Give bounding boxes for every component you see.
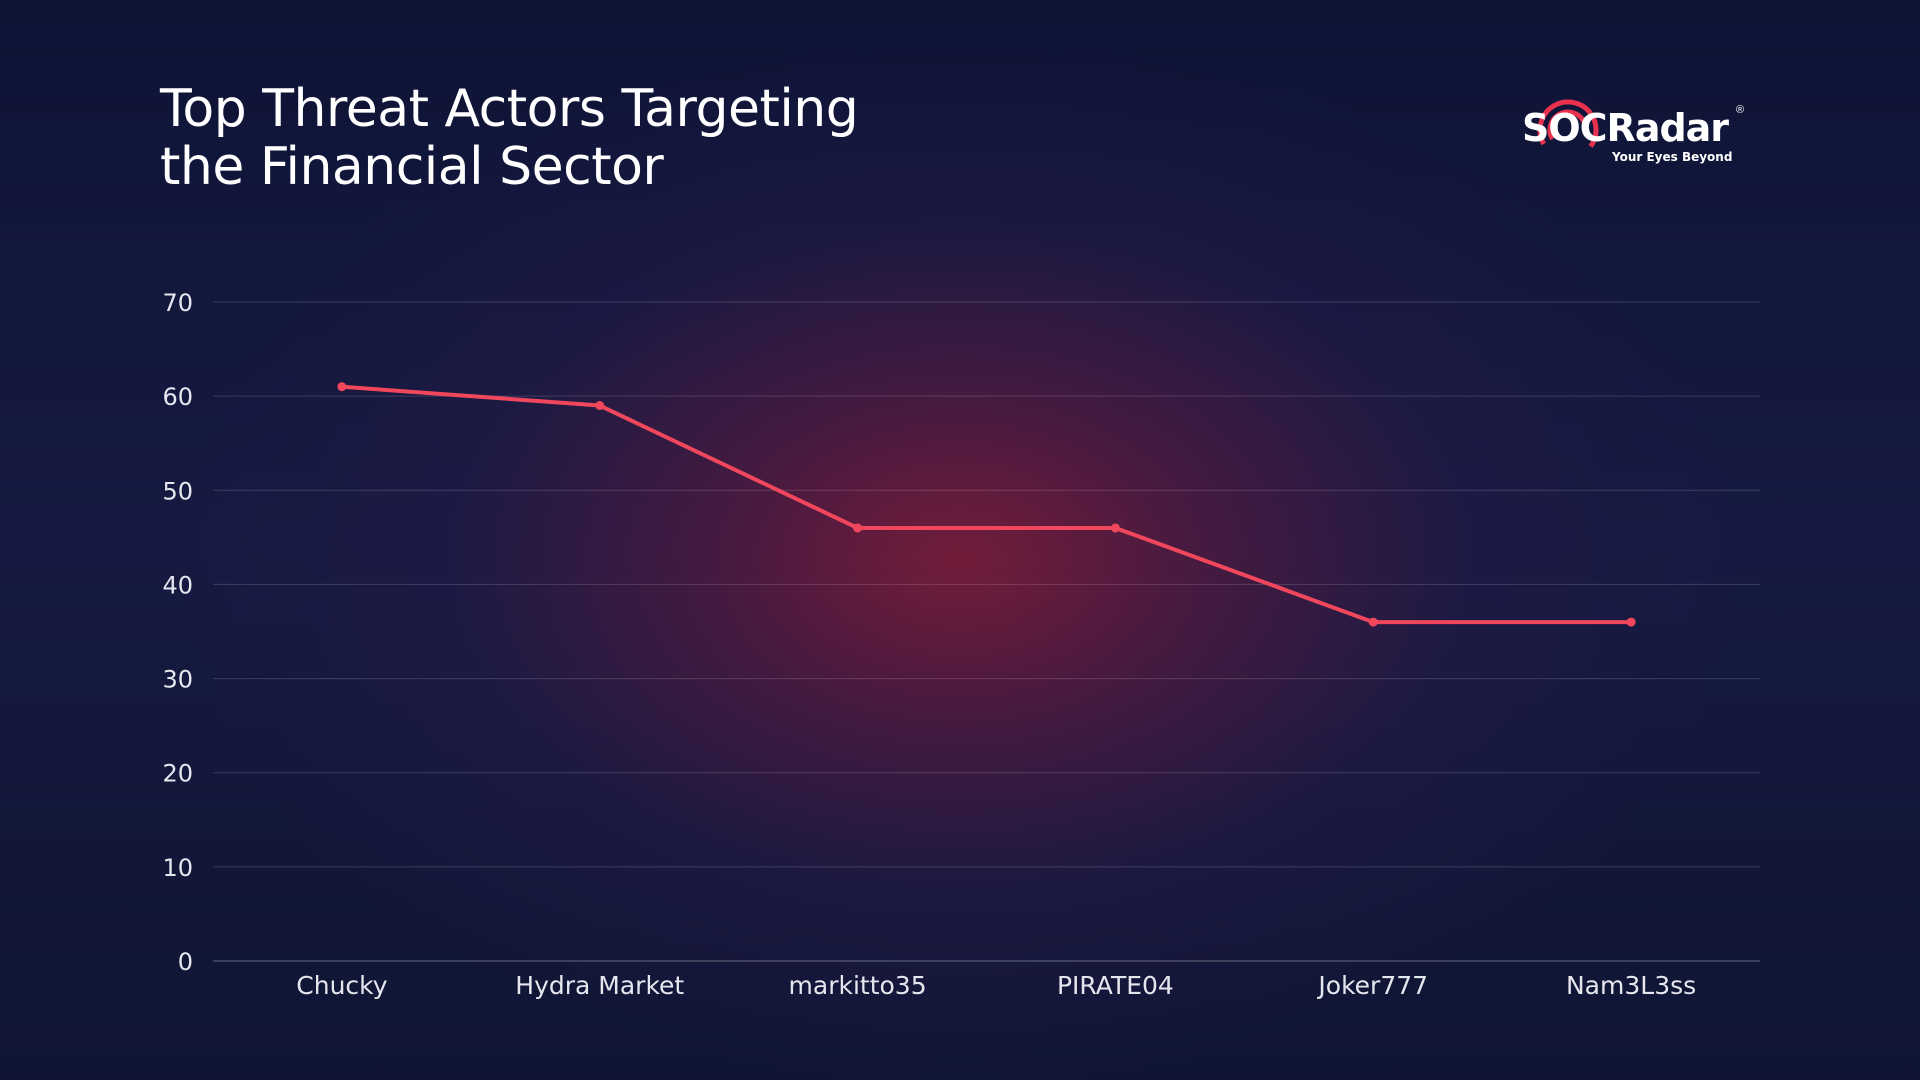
data-point: [1626, 617, 1636, 627]
y-tick-label: 30: [162, 666, 193, 694]
gridlines: [213, 301, 1760, 962]
data-point: [337, 382, 347, 392]
series-line: [339, 384, 1634, 625]
y-tick-label: 0: [178, 948, 193, 976]
x-tick-label: Nam3L3ss: [1566, 971, 1696, 1000]
y-tick-label: 70: [162, 289, 193, 317]
y-tick-label: 20: [162, 760, 193, 788]
x-tick-label: PIRATE04: [1057, 971, 1174, 1000]
x-tick-label: markitto35: [789, 971, 927, 1000]
x-tick-label: Chucky: [296, 971, 387, 1000]
data-point: [1110, 523, 1120, 533]
y-tick-label: 60: [162, 383, 193, 411]
y-tick-label: 40: [162, 571, 193, 599]
socradar-logo: SOCRadar ® Your Eyes Beyond: [1518, 94, 1748, 166]
data-point: [595, 401, 605, 411]
x-tick-label: Hydra Market: [515, 971, 684, 1000]
logo-tagline: Your Eyes Beyond: [1612, 150, 1733, 164]
y-axis-ticks: 0 10 20 30 40 50 60 70: [162, 289, 193, 976]
y-tick-label: 10: [162, 854, 193, 882]
radar-rings-icon: [1537, 99, 1599, 160]
x-tick-label: Joker777: [1316, 971, 1428, 1000]
chart-title: Top Threat Actors Targeting the Financia…: [160, 79, 859, 197]
chart-title-line-2: the Financial Sector: [160, 137, 664, 197]
logo-wordmark: SOCRadar: [1522, 106, 1729, 150]
x-axis-ticks: Chucky Hydra Market markitto35 PIRATE04 Joke…: [296, 971, 1696, 1000]
data-points: [337, 382, 1636, 627]
chart-title-line-1: Top Threat Actors Targeting: [160, 79, 859, 139]
data-point: [853, 523, 863, 533]
y-tick-label: 50: [162, 477, 193, 505]
series-line-layer: [339, 384, 1634, 625]
logo-registered-mark: ®: [1736, 104, 1745, 116]
data-point: [1368, 617, 1378, 627]
